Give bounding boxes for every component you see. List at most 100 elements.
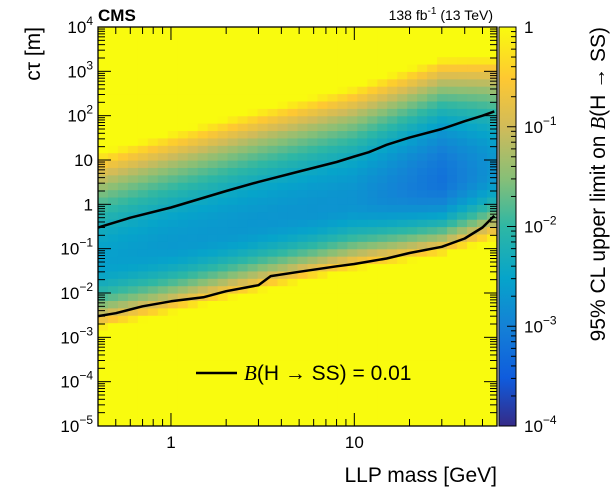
heatmap-cell xyxy=(467,418,478,426)
heatmap-cell xyxy=(467,63,478,72)
heatmap-cell xyxy=(247,233,259,242)
heatmap-cell xyxy=(117,130,129,139)
heatmap-cell xyxy=(257,322,269,331)
heatmap-cell xyxy=(197,100,209,109)
heatmap-cell xyxy=(437,374,448,383)
heatmap-cell xyxy=(137,71,149,80)
heatmap-cell xyxy=(207,307,219,316)
heatmap-cell xyxy=(417,307,428,316)
heatmap-cell xyxy=(197,137,209,146)
heatmap-cell xyxy=(287,278,299,287)
heatmap-cell xyxy=(337,352,348,361)
heatmap-cell xyxy=(327,41,338,50)
heatmap-cell xyxy=(307,374,319,383)
heatmap-cell xyxy=(397,411,408,420)
heatmap-cell xyxy=(127,152,139,161)
heatmap-cell xyxy=(417,322,428,331)
heatmap-cell xyxy=(237,329,249,338)
heatmap-cell xyxy=(107,152,119,161)
heatmap-cell xyxy=(437,248,448,257)
heatmap-cell xyxy=(477,233,488,242)
heatmap-cell xyxy=(397,27,408,35)
heatmap-cell xyxy=(137,344,149,353)
heatmap-cell xyxy=(237,41,249,50)
heatmap-cell xyxy=(287,374,299,383)
heatmap-cell xyxy=(137,366,149,375)
heatmap-cell xyxy=(297,196,309,205)
heatmap-cell xyxy=(357,160,368,168)
heatmap-cell xyxy=(397,226,408,235)
heatmap-cell xyxy=(337,241,348,250)
heatmap-cell xyxy=(307,278,319,287)
heatmap-cell xyxy=(487,396,497,405)
heatmap-cell xyxy=(387,160,398,168)
heatmap-cell xyxy=(257,130,269,139)
heatmap-cell xyxy=(157,241,169,250)
heatmap-cell xyxy=(157,152,169,161)
heatmap-cell xyxy=(367,49,378,58)
heatmap-cell xyxy=(447,389,458,398)
heatmap-cell xyxy=(217,167,229,176)
heatmap-cell xyxy=(377,130,388,139)
heatmap-cell xyxy=(307,315,319,324)
heatmap-cell xyxy=(327,359,338,368)
heatmap-cell xyxy=(137,285,149,294)
heatmap-cell xyxy=(147,71,159,80)
heatmap-cell xyxy=(277,219,289,228)
heatmap-cell xyxy=(98,344,109,353)
heatmap-cell xyxy=(267,344,279,353)
heatmap-cell xyxy=(157,307,169,316)
heatmap-cell xyxy=(307,403,319,412)
heatmap-cell xyxy=(307,34,319,43)
heatmap-cell xyxy=(287,196,299,205)
heatmap-cell xyxy=(307,167,319,176)
heatmap-cell xyxy=(467,41,478,50)
heatmap-cell xyxy=(437,93,448,102)
heatmap-cell xyxy=(147,204,159,213)
heatmap-cell xyxy=(407,396,418,405)
heatmap-cell xyxy=(287,100,299,109)
heatmap-cell xyxy=(217,418,229,426)
heatmap-cell xyxy=(177,233,189,242)
heatmap-cell xyxy=(447,352,458,361)
heatmap-cell xyxy=(167,344,179,353)
heatmap-cell xyxy=(457,211,468,220)
heatmap-cell xyxy=(447,226,458,235)
heatmap-cell xyxy=(317,160,329,168)
heatmap-cell xyxy=(477,100,488,109)
heatmap-cell xyxy=(107,100,119,109)
heatmap-cell xyxy=(397,256,408,265)
heatmap-cell xyxy=(237,93,249,102)
heatmap-cell xyxy=(157,93,169,102)
heatmap-cell xyxy=(357,219,368,228)
heatmap-cell xyxy=(307,285,319,294)
heatmap-cell xyxy=(407,263,418,272)
heatmap-cell xyxy=(207,263,219,272)
heatmap-cell xyxy=(137,381,149,390)
heatmap-cell xyxy=(137,100,149,109)
heatmap-cell xyxy=(267,322,279,331)
heatmap-cell xyxy=(127,160,139,168)
heatmap-cell xyxy=(217,307,229,316)
heatmap-cell xyxy=(127,137,139,146)
heatmap-cell xyxy=(217,211,229,220)
heatmap-cell xyxy=(467,359,478,368)
heatmap-cell xyxy=(427,389,438,398)
heatmap-cell xyxy=(367,174,378,183)
heatmap-cell xyxy=(127,248,139,257)
heatmap-cell xyxy=(357,233,368,242)
heatmap-cell xyxy=(387,322,398,331)
heatmap-cell xyxy=(397,270,408,279)
heatmap-cell xyxy=(437,278,448,287)
heatmap-cell xyxy=(177,411,189,420)
heatmap-cell xyxy=(227,219,239,228)
heatmap-cell xyxy=(217,63,229,72)
heatmap-cell xyxy=(277,226,289,235)
heatmap-cell xyxy=(147,182,159,191)
heatmap-cell xyxy=(167,389,179,398)
y-tick-base: 10 xyxy=(67,107,86,126)
heatmap-cell xyxy=(287,56,299,65)
heatmap-cell xyxy=(337,233,348,242)
heatmap-cell xyxy=(337,167,348,176)
heatmap-cell xyxy=(177,389,189,398)
